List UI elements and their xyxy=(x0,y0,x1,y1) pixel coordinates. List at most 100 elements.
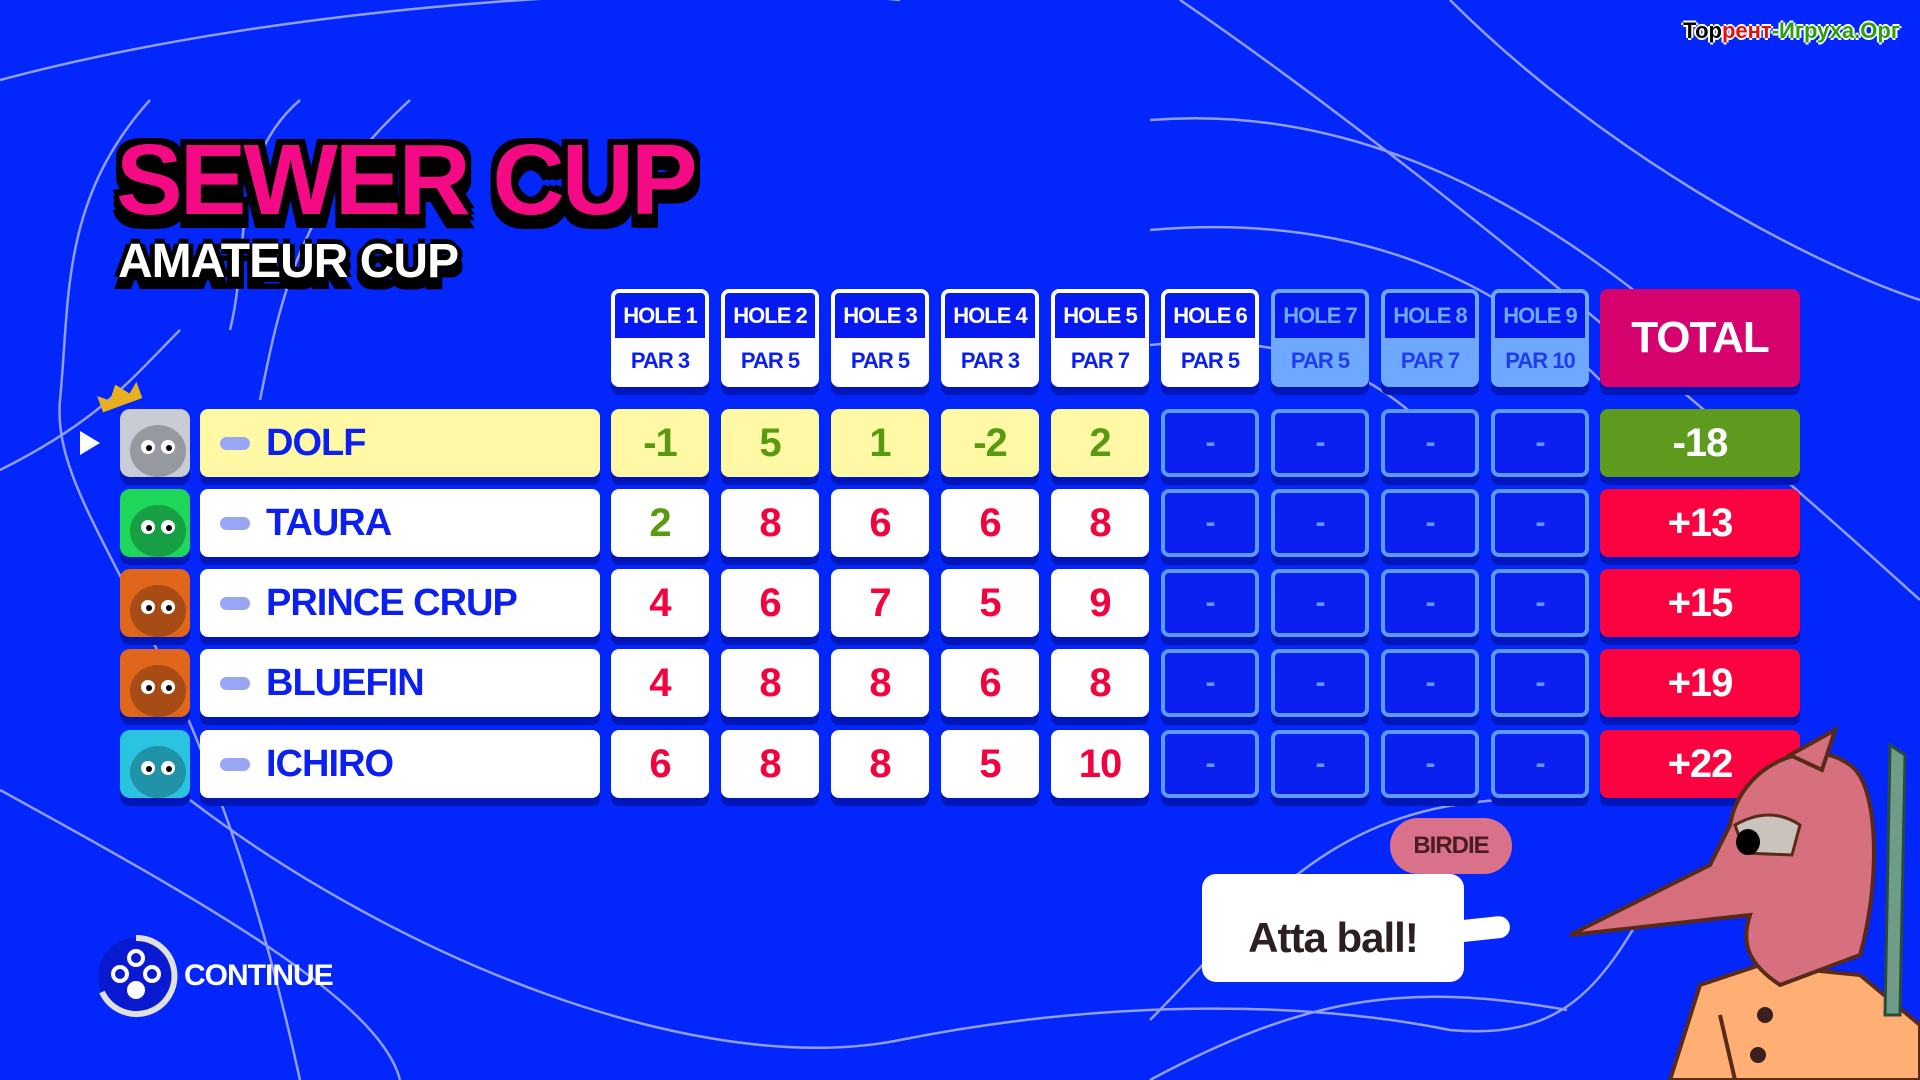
player-name-bar: BLUEFIN xyxy=(200,649,600,717)
birdie-badge: BIRDIE xyxy=(1390,818,1512,874)
hole-par: PAR 10 xyxy=(1495,338,1585,383)
bird-character-portrait xyxy=(1569,725,1920,1080)
hole-par: PAR 3 xyxy=(945,338,1035,383)
score-cell: - xyxy=(1161,730,1259,798)
total-score: +13 xyxy=(1600,489,1800,557)
score-value: 8 xyxy=(759,742,781,786)
score-cell: 4 xyxy=(611,569,709,637)
score-cell: 5 xyxy=(941,569,1039,637)
score-cell: - xyxy=(1271,489,1369,557)
tournament-subtitle: AMATEUR CUP xyxy=(118,235,459,288)
player-name: PRINCE CRUP xyxy=(266,582,518,624)
score-cell: - xyxy=(1491,409,1589,477)
score-cell: -1 xyxy=(611,409,709,477)
score-value: 6 xyxy=(979,661,1001,705)
score-value: - xyxy=(1425,506,1436,539)
score-value: 7 xyxy=(869,581,891,625)
score-value: - xyxy=(1205,426,1216,459)
score-value: 8 xyxy=(869,661,891,705)
score-value: 2 xyxy=(649,501,671,545)
hole-par: PAR 5 xyxy=(1275,338,1365,383)
hole-par-text: PAR 3 xyxy=(630,348,690,373)
hole-label: HOLE 1 xyxy=(615,293,705,338)
hole-par-text: PAR 5 xyxy=(1290,348,1350,373)
score-value: - xyxy=(1535,666,1546,699)
total-header: TOTAL xyxy=(1600,289,1800,387)
player-name: TAURA xyxy=(266,502,392,544)
total-header-label: TOTAL xyxy=(1631,313,1770,362)
hole-par: PAR 7 xyxy=(1055,338,1145,383)
score-cell: 5 xyxy=(721,409,819,477)
score-value: - xyxy=(1425,426,1436,459)
rank-change-icon xyxy=(220,758,250,771)
score-cell: - xyxy=(1161,569,1259,637)
hole-label: HOLE 8 xyxy=(1385,293,1475,338)
speech-text: Atta ball! xyxy=(1248,914,1419,961)
player-avatar xyxy=(120,730,190,798)
score-cell: - xyxy=(1491,489,1589,557)
score-cell: - xyxy=(1381,649,1479,717)
score-value: 6 xyxy=(979,501,1001,545)
score-value: - xyxy=(1315,506,1326,539)
hole-par-text: PAR 10 xyxy=(1505,348,1575,373)
hole-par: PAR 3 xyxy=(615,338,705,383)
score-value: - xyxy=(1315,666,1326,699)
score-cell: -2 xyxy=(941,409,1039,477)
total-score-value: +22 xyxy=(1667,742,1734,786)
score-value: 8 xyxy=(1089,501,1111,545)
score-value: 2 xyxy=(1089,421,1111,465)
score-value: 9 xyxy=(1089,581,1111,625)
player-name-bar: PRINCE CRUP xyxy=(200,569,600,637)
score-cell: - xyxy=(1161,649,1259,717)
hole-label-text: HOLE 2 xyxy=(733,303,807,328)
score-value: - xyxy=(1535,586,1546,619)
score-value: 6 xyxy=(759,581,781,625)
player-name: BLUEFIN xyxy=(266,662,425,704)
score-cell: 6 xyxy=(721,569,819,637)
score-value: 8 xyxy=(759,501,781,545)
score-value: - xyxy=(1315,747,1326,780)
player-name-bar: TAURA xyxy=(200,489,600,557)
birdie-label: BIRDIE xyxy=(1413,832,1489,859)
hole-label: HOLE 9 xyxy=(1495,293,1585,338)
score-value: -1 xyxy=(643,421,678,465)
rank-change-icon xyxy=(220,517,250,530)
continue-button[interactable]: CONTINUE xyxy=(94,934,354,1018)
hole-par: PAR 5 xyxy=(725,338,815,383)
watermark-part: Тор xyxy=(1683,18,1722,43)
watermark: Торрент-Игруха.Орг xyxy=(1683,18,1900,44)
score-cell: 5 xyxy=(941,730,1039,798)
score-value: 4 xyxy=(649,661,671,705)
hole-header-8: HOLE 8 PAR 7 xyxy=(1381,289,1479,387)
hole-label-text: HOLE 7 xyxy=(1283,303,1357,328)
score-cell: 8 xyxy=(1051,489,1149,557)
player-avatar xyxy=(120,409,190,477)
hole-par-text: PAR 5 xyxy=(850,348,910,373)
hole-label-text: HOLE 4 xyxy=(953,303,1027,328)
score-cell: 2 xyxy=(1051,409,1149,477)
score-value: - xyxy=(1535,747,1546,780)
player-avatar xyxy=(120,569,190,637)
score-cell: 6 xyxy=(831,489,929,557)
score-cell: 10 xyxy=(1051,730,1149,798)
hole-par-text: PAR 5 xyxy=(740,348,800,373)
watermark-part: -Игруха.Орг xyxy=(1771,18,1900,43)
gamepad-face-buttons-icon xyxy=(98,934,178,1017)
score-value: - xyxy=(1425,747,1436,780)
hole-par-text: PAR 3 xyxy=(960,348,1020,373)
score-cell: - xyxy=(1491,569,1589,637)
score-value: 10 xyxy=(1078,742,1122,786)
hole-par-text: PAR 7 xyxy=(1070,348,1130,373)
score-value: 8 xyxy=(1089,661,1111,705)
score-cell: - xyxy=(1381,409,1479,477)
hole-par-text: PAR 7 xyxy=(1400,348,1460,373)
tournament-title: SEWER CUP xyxy=(116,124,698,236)
hole-label-text: HOLE 9 xyxy=(1503,303,1577,328)
player-name: ICHIRO xyxy=(266,743,394,785)
hole-par: PAR 5 xyxy=(1165,338,1255,383)
watermark-part: рент xyxy=(1721,18,1772,43)
score-cell: 6 xyxy=(611,730,709,798)
hole-label-text: HOLE 8 xyxy=(1393,303,1467,328)
score-cell: 7 xyxy=(831,569,929,637)
score-value: 6 xyxy=(869,501,891,545)
